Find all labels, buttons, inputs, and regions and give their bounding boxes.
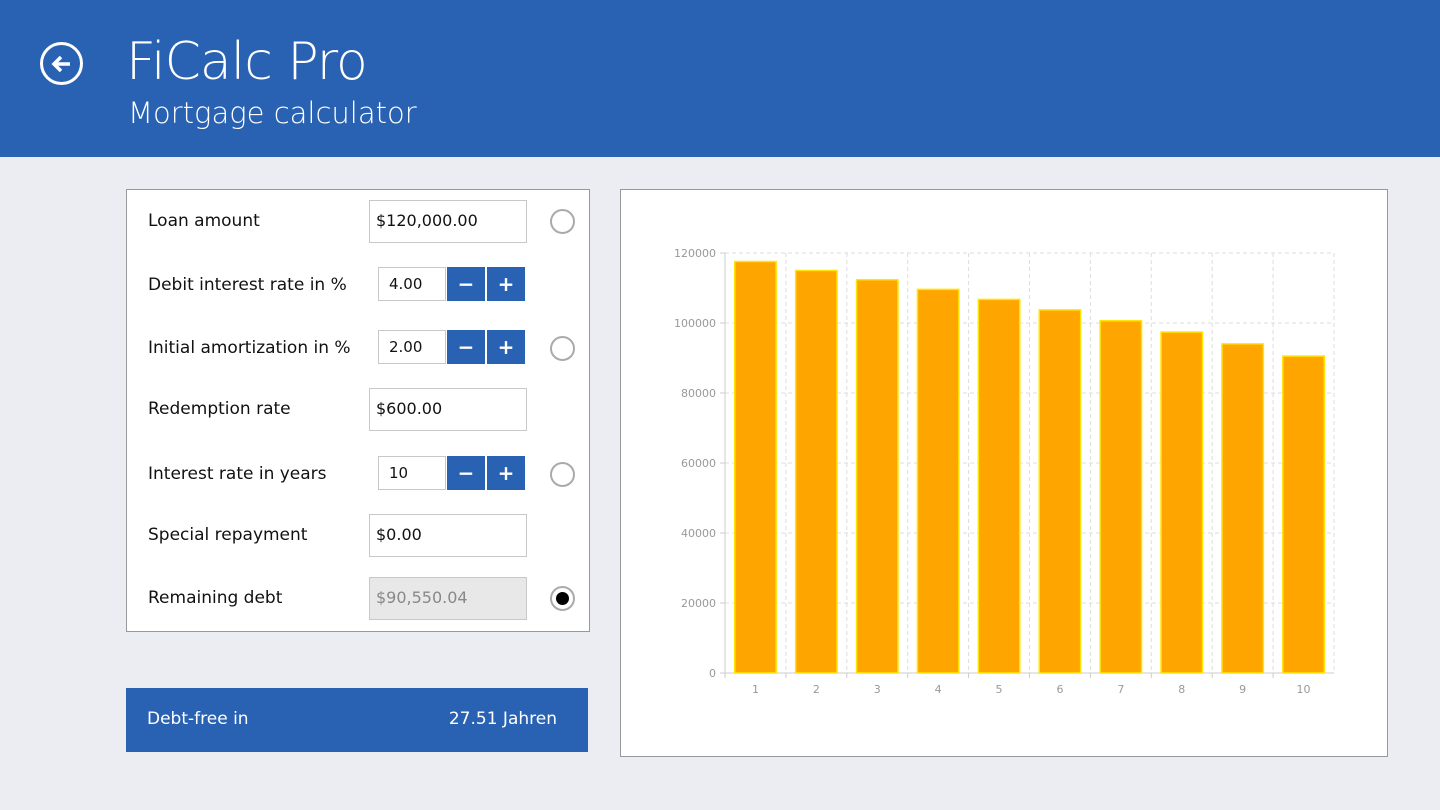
interest-years-input[interactable]: 10 xyxy=(378,456,446,490)
y-tick-label: 40000 xyxy=(681,527,716,540)
y-tick-label: 20000 xyxy=(681,597,716,610)
remaining-debt-label: Remaining debt xyxy=(148,588,283,608)
amortization-radio[interactable] xyxy=(550,336,575,361)
y-tick-label: 60000 xyxy=(681,457,716,470)
x-tick-label: 3 xyxy=(874,683,881,696)
redemption-label: Redemption rate xyxy=(148,399,291,419)
special-repayment-row: Special repayment $0.00 xyxy=(127,514,589,558)
interest-rate-decrement-button[interactable]: − xyxy=(447,267,485,301)
debt-free-label: Debt-free in xyxy=(147,709,249,729)
interest-years-increment-button[interactable]: + xyxy=(487,456,525,490)
redemption-input[interactable]: $600.00 xyxy=(369,388,527,431)
x-tick-label: 6 xyxy=(1056,683,1063,696)
bar xyxy=(855,278,899,674)
amortization-row: Initial amortization in % 2.00 − + xyxy=(127,327,589,371)
x-tick-label: 1 xyxy=(752,683,759,696)
interest-years-row: Interest rate in years 10 − + xyxy=(127,453,589,497)
debt-free-panel: Debt-free in 27.51 Jahren xyxy=(126,688,588,752)
remaining-debt-input: $90,550.04 xyxy=(369,577,527,620)
debt-free-value: 27.51 Jahren xyxy=(448,709,557,729)
loan-amount-input[interactable]: $120,000.00 xyxy=(369,200,527,243)
interest-years-radio[interactable] xyxy=(550,462,575,487)
app-title: FiCalc Pro xyxy=(126,32,368,92)
bar xyxy=(733,260,777,674)
x-tick-label: 5 xyxy=(996,683,1003,696)
bar xyxy=(977,298,1021,674)
interest-rate-label: Debit interest rate in % xyxy=(148,275,347,295)
header: FiCalc Pro Mortgage calculator xyxy=(0,0,1440,157)
bar xyxy=(1221,343,1265,674)
loan-amount-row: Loan amount $120,000.00 xyxy=(127,200,589,244)
interest-years-decrement-button[interactable]: − xyxy=(447,456,485,490)
x-tick-label: 10 xyxy=(1297,683,1311,696)
y-tick-label: 100000 xyxy=(674,317,716,330)
bar xyxy=(1038,309,1082,674)
chart-panel: 0 20000 40000 60000 80000 100000 120000 1 2 3 4 5 6 7… xyxy=(620,189,1388,757)
bar xyxy=(1160,331,1204,674)
loan-amount-label: Loan amount xyxy=(148,211,260,231)
page-subtitle: Mortgage calculator xyxy=(128,96,417,130)
redemption-row: Redemption rate $600.00 xyxy=(127,388,589,432)
amortization-decrement-button[interactable]: − xyxy=(447,330,485,364)
interest-rate-input[interactable]: 4.00 xyxy=(378,267,446,301)
amortization-input[interactable]: 2.00 xyxy=(378,330,446,364)
bar xyxy=(1099,319,1143,674)
special-repayment-input[interactable]: $0.00 xyxy=(369,514,527,557)
back-button[interactable] xyxy=(40,42,83,85)
y-tick-label: 120000 xyxy=(674,247,716,260)
y-tick-label: 80000 xyxy=(681,387,716,400)
remaining-debt-radio[interactable] xyxy=(550,586,575,611)
interest-rate-row: Debit interest rate in % 4.00 − + xyxy=(127,264,589,308)
bar xyxy=(794,269,838,674)
remaining-debt-bar-chart: 0 20000 40000 60000 80000 100000 120000 1 2 3 4 5 6 7… xyxy=(674,247,1335,696)
x-tick-label: 9 xyxy=(1239,683,1246,696)
mortgage-form: Loan amount $120,000.00 Debit interest r… xyxy=(126,189,590,632)
y-tick-label: 0 xyxy=(709,667,716,680)
bar xyxy=(1282,355,1326,674)
interest-years-label: Interest rate in years xyxy=(148,464,327,484)
special-repayment-label: Special repayment xyxy=(148,525,308,545)
back-arrow-icon xyxy=(51,55,70,72)
interest-rate-increment-button[interactable]: + xyxy=(487,267,525,301)
x-tick-label: 7 xyxy=(1117,683,1124,696)
bar xyxy=(916,288,960,674)
loan-amount-radio[interactable] xyxy=(550,209,575,234)
amortization-label: Initial amortization in % xyxy=(148,338,351,358)
amortization-increment-button[interactable]: + xyxy=(487,330,525,364)
x-tick-label: 4 xyxy=(935,683,942,696)
remaining-debt-row: Remaining debt $90,550.04 xyxy=(127,577,589,621)
x-tick-label: 2 xyxy=(813,683,820,696)
x-tick-label: 8 xyxy=(1178,683,1185,696)
